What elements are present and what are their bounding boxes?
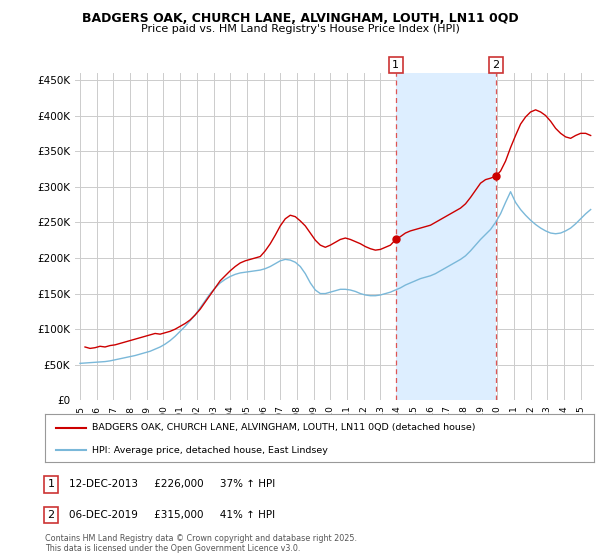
Text: Contains HM Land Registry data © Crown copyright and database right 2025.
This d: Contains HM Land Registry data © Crown c… [45,534,357,553]
Text: 1: 1 [47,479,55,489]
Text: 06-DEC-2019     £315,000     41% ↑ HPI: 06-DEC-2019 £315,000 41% ↑ HPI [69,510,275,520]
Bar [396,73,496,400]
Text: 2: 2 [493,60,499,70]
Text: 1: 1 [392,60,399,70]
Text: 2: 2 [47,510,55,520]
Text: 12-DEC-2013     £226,000     37% ↑ HPI: 12-DEC-2013 £226,000 37% ↑ HPI [69,479,275,489]
Text: Price paid vs. HM Land Registry's House Price Index (HPI): Price paid vs. HM Land Registry's House … [140,24,460,34]
Text: HPI: Average price, detached house, East Lindsey: HPI: Average price, detached house, East… [92,446,328,455]
Text: BADGERS OAK, CHURCH LANE, ALVINGHAM, LOUTH, LN11 0QD: BADGERS OAK, CHURCH LANE, ALVINGHAM, LOU… [82,12,518,25]
Text: BADGERS OAK, CHURCH LANE, ALVINGHAM, LOUTH, LN11 0QD (detached house): BADGERS OAK, CHURCH LANE, ALVINGHAM, LOU… [92,423,475,432]
